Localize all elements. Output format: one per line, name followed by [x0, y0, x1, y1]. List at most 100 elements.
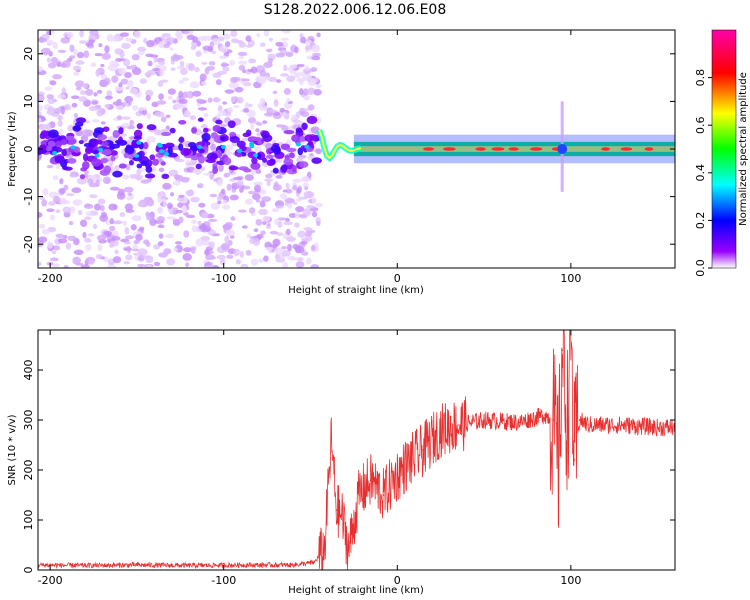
noise-blob — [164, 233, 175, 239]
noise-blob — [205, 225, 212, 232]
noise-blob — [230, 76, 238, 84]
noise-blob — [255, 168, 262, 174]
noise-blob — [119, 211, 126, 218]
noise-blob — [201, 81, 207, 86]
noise-blob — [61, 87, 67, 94]
noise-blob — [93, 92, 98, 97]
noise-blob — [222, 66, 230, 72]
noise-blob — [134, 30, 141, 39]
signal-blob — [260, 130, 270, 139]
noise-blob — [306, 191, 315, 199]
noise-blob — [197, 220, 202, 226]
noise-blob — [218, 55, 228, 60]
noise-blob — [254, 184, 262, 193]
noise-blob — [75, 86, 82, 91]
snr-data-point — [483, 419, 485, 421]
noise-blob — [114, 249, 119, 255]
noise-blob — [191, 225, 199, 233]
noise-blob — [283, 221, 293, 226]
noise-blob — [113, 204, 118, 210]
noise-blob — [256, 33, 261, 38]
snr-data-point — [188, 564, 190, 567]
noise-blob — [198, 202, 206, 208]
noise-blob — [68, 221, 74, 226]
noise-blob — [234, 86, 244, 93]
noise-blob — [175, 209, 183, 214]
noise-blob — [206, 261, 212, 265]
noise-blob — [38, 111, 42, 116]
noise-blob — [271, 208, 280, 213]
signal-blob — [178, 143, 184, 151]
noise-blob — [157, 195, 163, 204]
noise-blob — [238, 64, 246, 71]
noise-blob — [268, 37, 273, 42]
signal-blob — [201, 132, 211, 142]
noise-blob — [55, 209, 61, 214]
noise-blob — [245, 198, 253, 205]
noise-blob — [286, 98, 291, 103]
noise-blob — [165, 114, 171, 118]
signal-blob — [112, 129, 120, 139]
signal-blob — [286, 147, 297, 153]
noise-blob — [104, 77, 111, 85]
signal-blob — [79, 174, 86, 180]
snr-plot-area — [38, 330, 675, 570]
signal-hotspot — [97, 147, 103, 152]
signal-blob — [304, 134, 314, 142]
signal-blob — [100, 157, 109, 164]
noise-blob — [137, 263, 146, 268]
noise-blob — [228, 81, 239, 89]
noise-blob — [118, 67, 127, 75]
noise-blob — [275, 205, 284, 209]
signal-hotspot — [164, 152, 170, 157]
colorbar: 0.0 0.2 0.4 0.6 0.8 Normalized spectral ampl… — [694, 29, 749, 277]
noise-blob — [259, 42, 266, 47]
signal-blob — [92, 149, 99, 155]
noise-blob — [301, 237, 309, 242]
noise-blob — [107, 64, 118, 72]
noise-blob — [72, 256, 81, 265]
snr-series-line — [38, 330, 675, 570]
noise-blob — [79, 40, 87, 44]
noise-blob — [131, 215, 142, 222]
noise-blob — [220, 188, 226, 195]
noise-blob — [292, 201, 298, 205]
noise-blob — [232, 104, 240, 108]
noise-blob — [265, 246, 274, 251]
noise-blob — [273, 100, 279, 107]
signal-blob — [152, 158, 159, 166]
noise-blob — [283, 88, 291, 95]
signal-blob — [72, 125, 81, 132]
noise-blob — [146, 112, 151, 120]
noise-blob — [304, 186, 309, 191]
noise-blob — [282, 189, 288, 193]
signal-blob — [128, 159, 134, 166]
noise-blob — [190, 45, 196, 51]
noise-blob — [221, 62, 228, 68]
noise-blob — [126, 245, 131, 254]
noise-blob — [163, 248, 172, 255]
noise-blob — [282, 111, 287, 116]
noise-blob — [184, 262, 190, 268]
noise-blob — [302, 208, 312, 217]
noise-blob — [92, 223, 98, 230]
noise-blob — [146, 40, 155, 48]
signal-blob — [283, 130, 295, 135]
noise-blob — [109, 186, 120, 191]
noise-blob — [84, 203, 92, 208]
snr-data-point — [544, 414, 546, 416]
signal-blob — [216, 149, 222, 159]
noise-blob — [97, 244, 103, 252]
noise-blob — [157, 207, 162, 213]
noise-blob — [82, 231, 87, 239]
y-tick-label: 400 — [22, 360, 35, 381]
noise-blob — [133, 239, 140, 245]
noise-blob — [292, 178, 303, 183]
noise-blob — [222, 199, 228, 205]
spectrogram-xlabel: Height of straight line (km) — [288, 285, 424, 296]
noise-blob — [307, 87, 315, 96]
noise-blob — [181, 77, 190, 81]
signal-blob — [136, 123, 143, 130]
signal-blob — [47, 140, 56, 147]
noise-blob — [201, 166, 206, 171]
